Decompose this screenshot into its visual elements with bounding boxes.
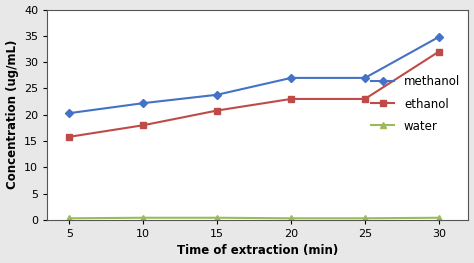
water	[288, 217, 294, 220]
methanol	[362, 76, 368, 79]
ethanol	[362, 97, 368, 100]
Legend: methanol, ethanol, water: methanol, ethanol, water	[366, 70, 465, 138]
Y-axis label: Concentration (ug/mL): Concentration (ug/mL)	[6, 40, 18, 189]
Line: ethanol: ethanol	[66, 48, 442, 140]
Line: methanol: methanol	[66, 34, 442, 116]
ethanol	[66, 135, 72, 138]
Line: water: water	[66, 215, 442, 221]
ethanol	[436, 50, 442, 53]
water	[362, 217, 368, 220]
ethanol	[214, 109, 220, 112]
ethanol	[140, 124, 146, 127]
water	[66, 217, 72, 220]
methanol	[66, 112, 72, 115]
methanol	[436, 35, 442, 38]
methanol	[288, 76, 294, 79]
water	[214, 216, 220, 219]
ethanol	[288, 97, 294, 100]
X-axis label: Time of extraction (min): Time of extraction (min)	[177, 244, 338, 257]
water	[436, 216, 442, 219]
methanol	[214, 93, 220, 96]
methanol	[140, 102, 146, 105]
water	[140, 216, 146, 219]
